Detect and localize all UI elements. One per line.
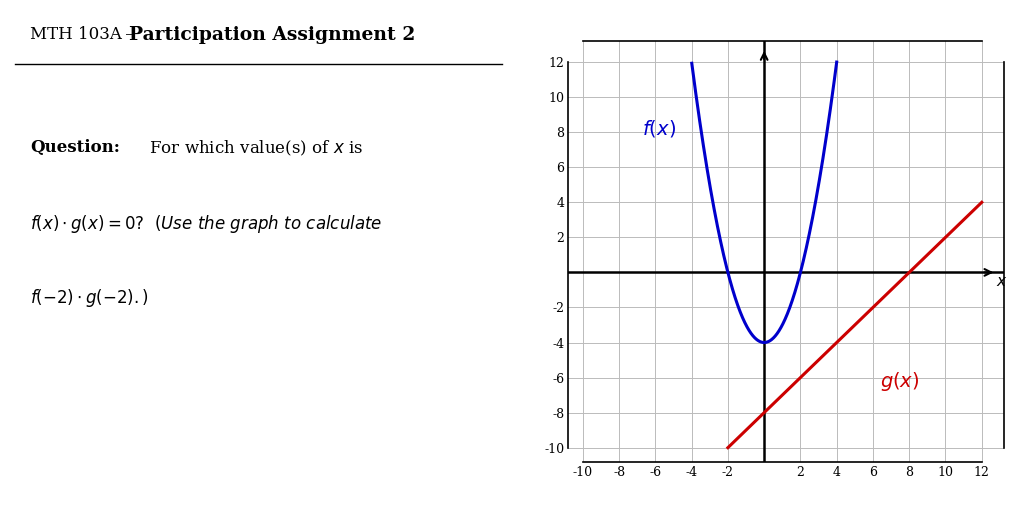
Text: For which value(s) of $x$ is: For which value(s) of $x$ is xyxy=(144,139,364,158)
Text: $x$: $x$ xyxy=(996,275,1008,289)
Text: MTH 103A –: MTH 103A – xyxy=(31,26,137,43)
Text: $f(-2)\cdot g(-2).)$: $f(-2)\cdot g(-2).)$ xyxy=(31,287,150,309)
Text: $f(x)$: $f(x)$ xyxy=(642,118,676,139)
Text: Question:: Question: xyxy=(31,139,120,155)
Text: $g(x)$: $g(x)$ xyxy=(881,369,920,392)
Text: Participation Assignment 2: Participation Assignment 2 xyxy=(129,26,416,44)
Text: $f(x)\cdot g(x)=0?$  $\mathit{(Use\ the\ graph\ to\ calculate}$: $f(x)\cdot g(x)=0?$ $\mathit{(Use\ the\ … xyxy=(31,213,383,235)
